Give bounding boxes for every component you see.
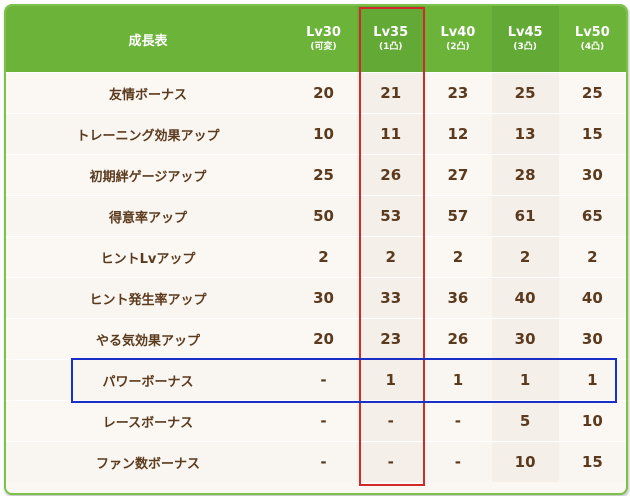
table-row-friendship-bonus: 友情ボーナス 20 21 23 25 25 <box>6 72 626 114</box>
value-cell: 23 <box>424 72 492 114</box>
table-row-specialty-rate: 得意率アップ 50 53 57 61 65 <box>6 195 626 237</box>
header-lv40: Lv40 (2凸) <box>424 6 492 73</box>
value-cell: 20 <box>289 72 358 114</box>
header-growth-table: 成長表 <box>6 6 290 73</box>
growth-table: 成長表 Lv30 (可変) Lv35 (1凸) Lv40 (2凸) Lv45 (3凸) … <box>6 6 626 482</box>
table-row-training-effect: トレーニング効果アップ 10 11 12 13 15 <box>6 113 626 155</box>
value-cell: 10 <box>558 400 626 442</box>
value-cell: 15 <box>558 113 626 155</box>
value-cell: 25 <box>491 72 559 114</box>
value-cell: 36 <box>424 277 492 319</box>
value-cell: 10 <box>289 113 358 155</box>
value-cell: 57 <box>424 195 492 237</box>
value-cell: 15 <box>558 441 626 482</box>
table-header-row: 成長表 Lv30 (可変) Lv35 (1凸) Lv40 (2凸) Lv45 (3凸) … <box>6 6 626 73</box>
value-cell: 28 <box>491 154 559 196</box>
row-label: 初期絆ゲージアップ <box>6 154 290 196</box>
value-cell: 23 <box>357 318 425 360</box>
table-row-hint-level: ヒントLvアップ 2 2 2 2 2 <box>6 236 626 278</box>
value-cell: 12 <box>424 113 492 155</box>
value-cell: 2 <box>289 236 358 278</box>
table-row-fan-bonus: ファン数ボーナス - - - 10 15 <box>6 441 626 482</box>
value-cell: 1 <box>558 359 626 401</box>
value-cell: 11 <box>357 113 425 155</box>
level-label: Lv50 <box>574 25 610 40</box>
value-cell: 30 <box>491 318 559 360</box>
value-cell: - <box>424 441 492 482</box>
header-lv50: Lv50 (4凸) <box>558 6 626 73</box>
value-cell: 26 <box>424 318 492 360</box>
value-cell: 1 <box>424 359 492 401</box>
value-cell: 26 <box>357 154 425 196</box>
level-label: Lv45 <box>507 25 543 40</box>
growth-table-container: 成長表 Lv30 (可変) Lv35 (1凸) Lv40 (2凸) Lv45 (3凸) … <box>4 4 628 495</box>
value-cell: 5 <box>491 400 559 442</box>
row-label: 友情ボーナス <box>6 72 290 114</box>
value-cell: - <box>289 359 358 401</box>
value-cell: 2 <box>558 236 626 278</box>
value-cell: 61 <box>491 195 559 237</box>
limit-break-label: (可変) <box>310 42 337 52</box>
limit-break-label: (3凸) <box>513 42 537 52</box>
row-label: レースボーナス <box>6 400 290 442</box>
row-label: やる気効果アップ <box>6 318 290 360</box>
value-cell: 30 <box>289 277 358 319</box>
value-cell: 20 <box>289 318 358 360</box>
value-cell: - <box>357 400 425 442</box>
level-label: Lv35 <box>373 25 409 40</box>
row-label: パワーボーナス <box>6 359 290 401</box>
value-cell: 30 <box>558 318 626 360</box>
row-label: ヒント発生率アップ <box>6 277 290 319</box>
level-label: Lv40 <box>440 25 476 40</box>
value-cell: 30 <box>558 154 626 196</box>
value-cell: 2 <box>424 236 492 278</box>
value-cell: 10 <box>491 441 559 482</box>
limit-break-label: (1凸) <box>378 42 403 52</box>
table-row-power-bonus: パワーボーナス - 1 1 1 1 <box>6 359 626 401</box>
value-cell: 40 <box>558 277 626 319</box>
value-cell: - <box>289 400 358 442</box>
value-cell: - <box>289 441 358 482</box>
value-cell: 50 <box>289 195 358 237</box>
value-cell: 13 <box>491 113 559 155</box>
value-cell: 33 <box>357 277 425 319</box>
limit-break-label: (2凸) <box>446 42 470 52</box>
row-label: ファン数ボーナス <box>6 441 290 482</box>
value-cell: - <box>424 400 492 442</box>
value-cell: 65 <box>558 195 626 237</box>
table-row-initial-bond: 初期絆ゲージアップ 25 26 27 28 30 <box>6 154 626 196</box>
value-cell: 2 <box>491 236 559 278</box>
value-cell: 2 <box>357 236 425 278</box>
value-cell: 25 <box>558 72 626 114</box>
table-row-motivation: やる気効果アップ 20 23 26 30 30 <box>6 318 626 360</box>
table-row-race-bonus: レースボーナス - - - 5 10 <box>6 400 626 442</box>
row-label: トレーニング効果アップ <box>6 113 290 155</box>
value-cell: 1 <box>357 359 425 401</box>
value-cell: - <box>357 441 425 482</box>
header-lv45: Lv45 (3凸) <box>491 6 559 73</box>
value-cell: 1 <box>491 359 559 401</box>
header-lv35: Lv35 (1凸) <box>357 6 425 73</box>
value-cell: 53 <box>357 195 425 237</box>
row-label: 得意率アップ <box>6 195 290 237</box>
level-label: Lv30 <box>306 25 341 40</box>
value-cell: 40 <box>491 277 559 319</box>
value-cell: 21 <box>357 72 425 114</box>
value-cell: 25 <box>289 154 358 196</box>
row-label: ヒントLvアップ <box>6 236 290 278</box>
limit-break-label: (4凸) <box>580 42 605 52</box>
value-cell: 27 <box>424 154 492 196</box>
table-row-hint-rate: ヒント発生率アップ 30 33 36 40 40 <box>6 277 626 319</box>
header-lv30: Lv30 (可変) <box>289 6 358 73</box>
